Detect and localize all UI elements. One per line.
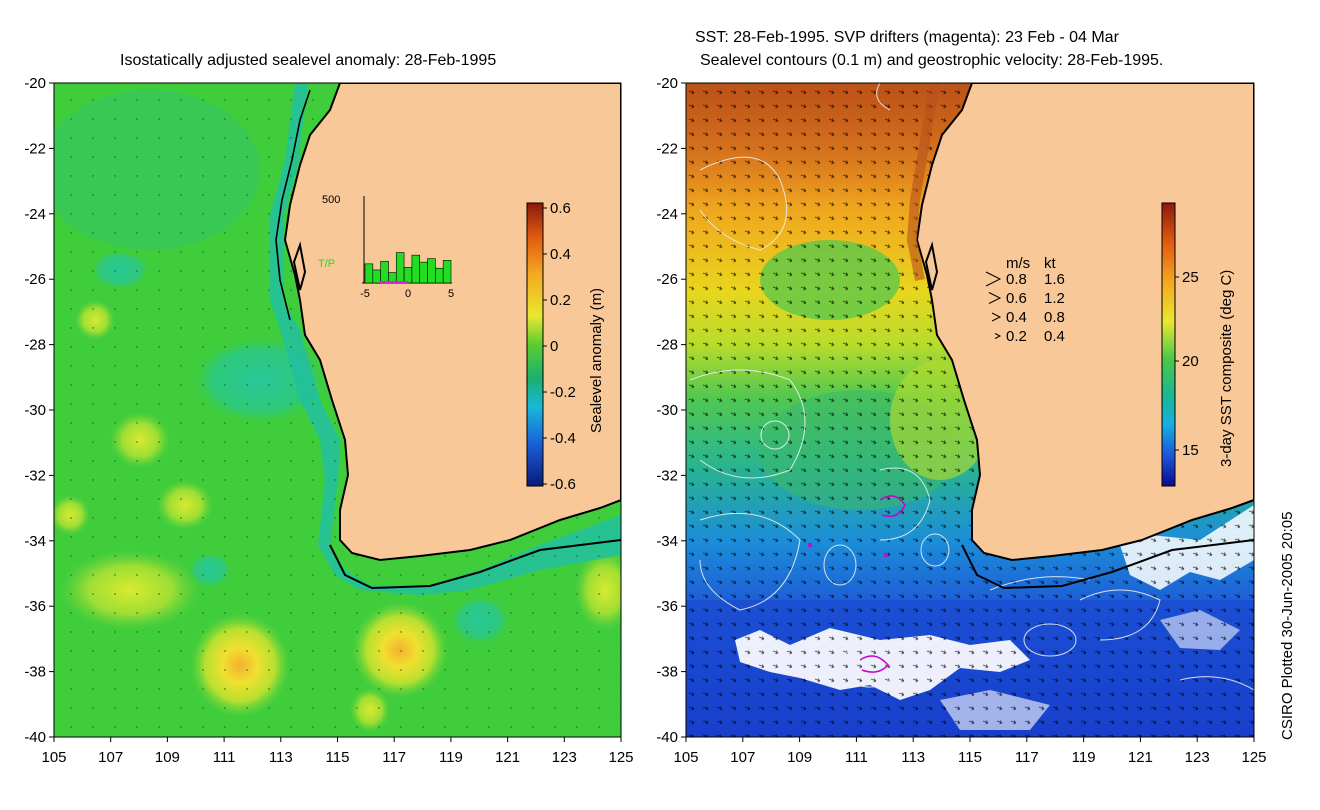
legend-kt-value: 1.2 — [1044, 290, 1065, 307]
sst-colorbar: 25 20 15 — [1161, 202, 1199, 487]
inset-xtick-1: 0 — [405, 288, 411, 300]
inset-histogram-bar — [435, 267, 444, 284]
inset-histogram-bar — [403, 267, 413, 284]
left-lon-tick-label: 109 — [155, 749, 180, 766]
sealevel-cb-tick: -0.6 — [550, 476, 576, 493]
left-lon-tick-label: 125 — [608, 749, 633, 766]
legend-arrow-icon — [985, 271, 1002, 287]
left-lat-tick-label: -20 — [24, 75, 46, 92]
right-lat-tick-label: -38 — [656, 664, 678, 681]
inset-histogram-bar — [380, 260, 389, 284]
right-map-title-line1: SST: 28-Feb-1995. SVP drifters (magenta)… — [695, 29, 1119, 46]
right-lat-tick-label: -26 — [656, 271, 678, 288]
right-lat-tick-label: -40 — [656, 729, 678, 746]
sst-map — [686, 83, 1254, 737]
right-lon-tick-label: 111 — [845, 749, 868, 766]
legend-header-kt: kt — [1044, 255, 1057, 272]
left-lat-tick-label: -36 — [24, 598, 46, 615]
left-lon-tick-label: 113 — [269, 749, 293, 766]
right-lat-tick-label: -34 — [656, 533, 678, 550]
right-lat-tick-label: -20 — [656, 75, 678, 92]
sst-cb-tick: 25 — [1182, 269, 1199, 286]
inset-ymax-label: 500 — [322, 194, 340, 206]
inset-series-label: T/P — [318, 258, 335, 270]
right-lon-tick-label: 117 — [1015, 749, 1039, 766]
legend-header-ms: m/s — [1006, 255, 1030, 272]
left-lon-tick-label: 119 — [439, 749, 463, 766]
inset-xtick-0: -5 — [360, 288, 370, 300]
sealevel-cb-tick: 0 — [550, 338, 558, 355]
right-lat-tick-label: -30 — [656, 402, 678, 419]
left-lat-tick-label: -30 — [24, 402, 46, 419]
left-lat-tick-label: -28 — [24, 337, 46, 354]
plot-credit: CSIRO Plotted 30-Jun-2005 20:05 — [1279, 511, 1296, 740]
left-lat-tick-label: -34 — [24, 533, 46, 550]
left-lon-tick-label: 117 — [382, 749, 406, 766]
sealevel-cb-tick: 0.4 — [550, 246, 571, 263]
right-lat-tick-label: -36 — [656, 598, 678, 615]
right-lon-tick-label: 123 — [1185, 749, 1210, 766]
right-lat-tick-label: -32 — [656, 467, 678, 484]
inset-xtick-2: 5 — [448, 288, 454, 300]
left-lon-tick-label: 111 — [213, 749, 236, 766]
right-lat-tick-label: -24 — [656, 206, 678, 223]
left-lat-tick-label: -22 — [24, 140, 46, 157]
right-lon-tick-label: 115 — [958, 749, 982, 766]
right-lat-tick-label: -22 — [656, 140, 678, 157]
right-lat-tick-label: -28 — [656, 337, 678, 354]
sst-colorbar-label: 3-day SST composite (deg C) — [1218, 269, 1235, 467]
left-lon-tick-label: 105 — [41, 749, 66, 766]
inset-histogram-bar — [442, 260, 452, 284]
legend-arrow-icon — [988, 292, 1002, 304]
right-lon-tick-label: 105 — [673, 749, 698, 766]
legend-ms-value: 0.8 — [1006, 271, 1027, 288]
left-map-axes: -20 -22 -24 -26 -28 -30 -32 -34 -36 -38 -40 105 107 1… — [24, 75, 633, 766]
left-lat-tick-label: -24 — [24, 206, 46, 223]
left-map-title: Isostatically adjusted sealevel anomaly:… — [120, 52, 497, 69]
inset-histogram-bar — [427, 258, 436, 284]
left-lon-tick-label: 107 — [98, 749, 123, 766]
sst-cb-tick: 20 — [1182, 353, 1199, 370]
legend-arrow-icon — [994, 333, 1002, 339]
sealevel-colorbar-label: Sealevel anomaly (m) — [588, 287, 605, 433]
sealevel-map — [54, 83, 621, 737]
legend-ms-value: 0.6 — [1006, 290, 1027, 307]
sealevel-cb-tick: -0.4 — [550, 430, 576, 447]
sst-cb-tick: 15 — [1182, 442, 1199, 459]
legend-kt-value: 0.8 — [1044, 309, 1065, 326]
legend-kt-value: 0.4 — [1044, 328, 1065, 345]
left-lat-tick-label: -32 — [24, 467, 46, 484]
left-lon-tick-label: 123 — [552, 749, 577, 766]
inset-histogram-bar — [419, 261, 428, 284]
right-lon-tick-label: 125 — [1241, 749, 1266, 766]
drifter-histogram-inset: 500 T/P -5 0 5 — [318, 194, 454, 300]
legend-ms-value: 0.4 — [1006, 309, 1027, 326]
legend-arrow-icon — [991, 312, 1002, 322]
left-lat-tick-label: -40 — [24, 729, 46, 746]
right-lon-tick-label: 109 — [787, 749, 812, 766]
sealevel-cb-tick: -0.2 — [550, 384, 576, 401]
inset-histogram-bar — [364, 263, 374, 284]
velocity-legend: m/s kt 0.8 1.6 0.6 1.2 0.4 0.8 0.2 0.4 — [985, 255, 1065, 345]
left-lat-tick-label: -26 — [24, 271, 46, 288]
left-lon-tick-label: 115 — [326, 749, 350, 766]
legend-ms-value: 0.2 — [1006, 328, 1027, 345]
legend-kt-value: 1.6 — [1044, 271, 1065, 288]
inset-histogram-bar — [372, 269, 381, 284]
sealevel-cb-tick: 0.2 — [550, 292, 571, 309]
inset-histogram-bar — [395, 252, 405, 284]
right-map-axes: -20 -22 -24 -26 -28 -30 -32 -34 -36 -38 -40 105 107 1… — [656, 75, 1266, 766]
inset-histogram-bar — [411, 254, 421, 284]
left-lat-tick-label: -38 — [24, 664, 46, 681]
right-lon-tick-label: 119 — [1072, 749, 1096, 766]
left-lon-tick-label: 121 — [495, 749, 520, 766]
sealevel-colorbar: 0.6 0.4 0.2 0 -0.2 -0.4 -0.6 — [526, 200, 576, 493]
right-lon-tick-label: 107 — [730, 749, 755, 766]
right-lon-tick-label: 113 — [901, 749, 925, 766]
sealevel-cb-tick: 0.6 — [550, 200, 571, 217]
right-lon-tick-label: 121 — [1128, 749, 1153, 766]
right-map-title-line2: Sealevel contours (0.1 m) and geostrophi… — [700, 52, 1164, 69]
